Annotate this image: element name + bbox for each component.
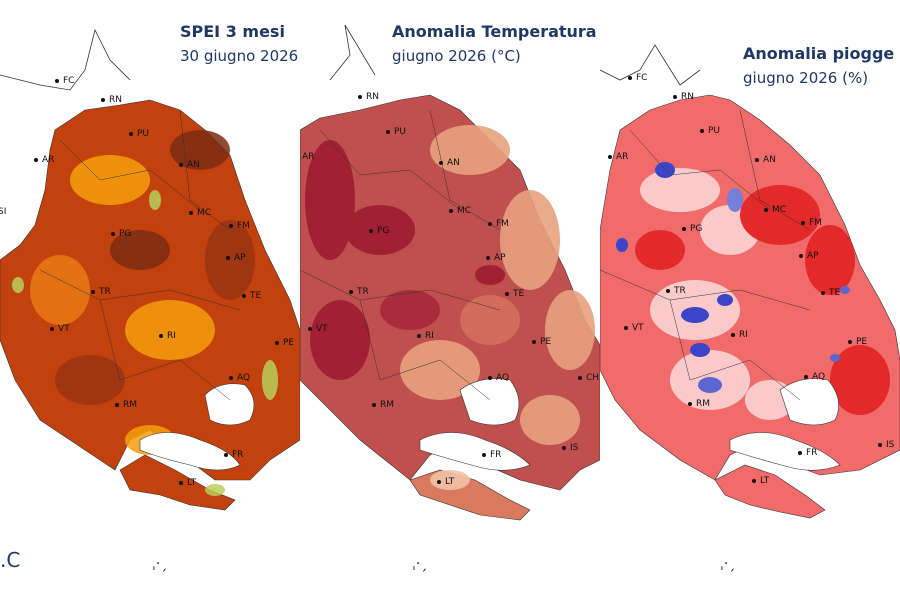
rainfall-title: Anomalia piogge giugno 2026 (%)	[743, 42, 894, 90]
city-label: IS	[877, 440, 895, 450]
city-label: RM	[371, 400, 395, 410]
city-label: AR	[607, 152, 629, 162]
city-label: PG	[368, 226, 390, 236]
city-label: VT	[50, 324, 70, 334]
city-label: TE	[241, 291, 262, 301]
city-label: PU	[699, 126, 721, 136]
city-label: FC	[627, 73, 648, 83]
city-label: LT	[436, 477, 455, 487]
city-label: PG	[110, 229, 132, 239]
city-label: PU	[128, 129, 150, 139]
city-label: FR	[797, 448, 818, 458]
city-label: AR	[33, 155, 55, 165]
spei-map	[0, 28, 300, 511]
city-label: AP	[226, 253, 246, 263]
city-label: TE	[504, 289, 525, 299]
city-label: CH	[577, 373, 600, 383]
city-label: PG	[681, 224, 703, 234]
city-label: PE	[274, 338, 295, 348]
city-label: PE	[847, 337, 868, 347]
temperature-title-text: Anomalia Temperatura	[392, 22, 597, 41]
city-label: SI	[0, 207, 7, 217]
city-label: VT	[308, 324, 328, 334]
island-speck: ˌ·ˏ	[152, 556, 168, 572]
city-label: AN	[179, 160, 200, 170]
logo-fragment: .C	[0, 548, 21, 572]
city-label: MC	[188, 208, 212, 218]
city-label: RN	[358, 92, 379, 102]
city-label: RM	[687, 399, 711, 409]
city-label: AQ	[803, 372, 826, 382]
city-label: MC	[763, 205, 787, 215]
city-label: PU	[385, 127, 407, 137]
city-label: RM	[114, 400, 138, 410]
panel-temperature: Anomalia Temperatura giugno 2026 (°C) RN…	[300, 0, 600, 600]
city-label: AP	[799, 251, 819, 261]
city-label: LT	[751, 476, 770, 486]
city-label: AP	[486, 253, 506, 263]
city-label: AR	[302, 152, 315, 162]
city-label: FC	[54, 76, 75, 86]
city-label: RI	[159, 331, 176, 341]
city-label: TR	[349, 287, 369, 297]
spei-subtitle-text: 30 giugno 2026	[180, 47, 299, 65]
spei-title-text: SPEI 3 mesi	[180, 22, 285, 41]
temperature-map	[300, 24, 600, 521]
city-label: IS	[561, 443, 579, 453]
rainfall-region-shape	[600, 94, 900, 481]
city-label: FM	[488, 219, 509, 229]
island-speck: ˌ·ˏ	[720, 556, 736, 572]
city-label: RN	[101, 95, 122, 105]
rainfall-title-text: Anomalia piogge	[743, 44, 895, 63]
city-label: AN	[755, 155, 776, 165]
city-label: RI	[731, 330, 748, 340]
city-label: AQ	[228, 373, 251, 383]
city-label: FM	[229, 221, 250, 231]
city-label: MC	[448, 206, 472, 216]
city-label: PE	[531, 337, 552, 347]
city-label: FR	[481, 450, 502, 460]
city-label: FR	[223, 450, 244, 460]
city-label: AN	[439, 158, 460, 168]
panel-spei: SPEI 3 mesi 30 giugno 2026 FC RN PU AR A…	[0, 0, 300, 600]
city-label: TE	[820, 288, 841, 298]
city-label: AQ	[487, 373, 510, 383]
spei-title: SPEI 3 mesi 30 giugno 2026	[180, 20, 298, 68]
temperature-subtitle-text: giugno 2026 (°C)	[392, 47, 521, 65]
city-label: VT	[624, 323, 644, 333]
city-label: RI	[417, 331, 434, 341]
rainfall-map	[600, 44, 900, 519]
city-label: RN	[673, 92, 694, 102]
island-speck: ˌ·ˏ	[412, 556, 428, 572]
city-label: TR	[91, 287, 111, 297]
panel-rainfall: Anomalia piogge giugno 2026 (%) FC RN PU…	[600, 0, 900, 600]
temperature-title: Anomalia Temperatura giugno 2026 (°C)	[392, 20, 597, 68]
city-label: TR	[666, 286, 686, 296]
rainfall-subtitle-text: giugno 2026 (%)	[743, 69, 869, 87]
city-label: FM	[801, 218, 822, 228]
city-label: LT	[178, 478, 197, 488]
